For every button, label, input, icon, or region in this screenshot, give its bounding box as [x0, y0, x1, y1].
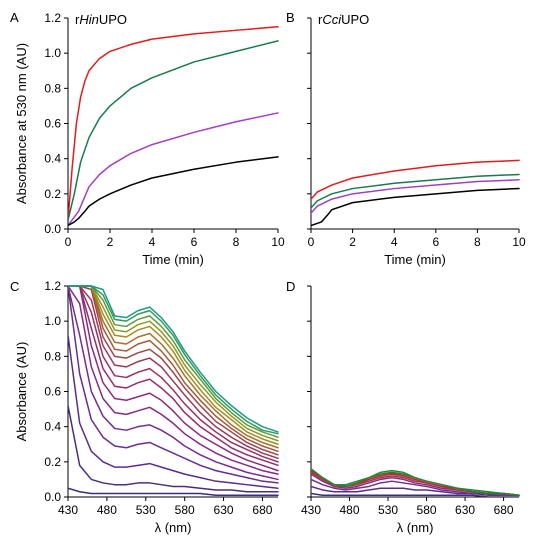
panel-letter: B	[286, 10, 295, 25]
series-line-2	[68, 404, 279, 493]
series-line-15	[68, 285, 279, 442]
series-line-7	[68, 285, 279, 472]
y-tick-label: 0.4	[44, 420, 61, 434]
series-line-4	[68, 285, 279, 484]
y-tick-label: 0.6	[44, 117, 61, 131]
x-tick-label: 480	[97, 503, 117, 517]
x-tick-label: 530	[136, 503, 156, 517]
panel-letter: D	[286, 279, 295, 294]
x-tick-label: 430	[301, 503, 321, 517]
x-tick-label: 4	[391, 235, 398, 249]
x-tick-label: 6	[432, 235, 439, 249]
series-line-5	[68, 285, 279, 481]
series-line-3	[311, 179, 520, 214]
y-tick-label: 0.0	[44, 490, 61, 504]
series-line-9	[311, 468, 520, 496]
series-group	[68, 285, 279, 496]
series-line-11	[68, 285, 279, 456]
series-line-8	[68, 285, 279, 467]
y-tick-label: 0.0	[44, 222, 61, 236]
series-line-14	[68, 285, 279, 445]
series-line-1	[68, 487, 279, 496]
series-line-3	[68, 334, 279, 489]
series-line-8	[311, 468, 520, 496]
x-axis-label: Time (min)	[384, 252, 446, 267]
panel-letter: A	[10, 10, 19, 25]
x-tick-label: 10	[271, 235, 285, 249]
y-tick-label: 0.8	[44, 349, 61, 363]
series-line-2	[311, 173, 520, 209]
series-line-1	[311, 159, 520, 200]
y-tick-label: 0.4	[44, 152, 61, 166]
series-line-18	[68, 285, 279, 433]
y-tick-label: 0.8	[44, 81, 61, 95]
x-axis-label: λ (nm)	[397, 520, 434, 535]
x-tick-label: 430	[58, 503, 78, 517]
panel-d: 430 480 530 580 630 680 λ (nm) D	[286, 279, 520, 535]
panel-b: 0 2 4 6 8 10 Time (min) B rCciUPO	[286, 10, 526, 267]
panel-letter: C	[10, 279, 19, 294]
panel-title: rCciUPO	[318, 12, 369, 27]
y-tick-label: 0.2	[44, 187, 61, 201]
series-group	[311, 159, 520, 227]
x-tick-label: 4	[149, 235, 156, 249]
x-tick-label: 6	[191, 235, 198, 249]
x-tick-label: 580	[417, 503, 437, 517]
series-line-13	[68, 285, 279, 449]
series-line-3	[68, 112, 279, 227]
y-tick-label: 1.0	[44, 46, 61, 60]
x-tick-label: 0	[308, 235, 315, 249]
series-line-12	[68, 285, 279, 453]
series-line-6	[68, 285, 279, 475]
series-line-16	[68, 285, 279, 438]
panel-c: 430 480 530 580 630 680 0.0 0.2 0.4 0.6 0.8 1.0 1.2 λ…	[10, 279, 279, 535]
panel-a: 0 2 4 6 8 10 0.0 0.2 0.4 0.6 0.8 1.0 1.2 Time (min) Ab…	[10, 10, 285, 267]
x-axis-label: λ (nm)	[155, 520, 192, 535]
series-line-1	[311, 492, 520, 497]
series-line-9	[68, 285, 279, 463]
series-line-10	[68, 285, 279, 460]
y-tick-label: 1.0	[44, 314, 61, 328]
x-tick-label: 680	[494, 503, 514, 517]
x-tick-label: 0	[65, 235, 72, 249]
x-tick-label: 630	[214, 503, 234, 517]
x-tick-label: 680	[252, 503, 272, 517]
series-group	[68, 26, 279, 227]
y-tick-label: 0.2	[44, 455, 61, 469]
series-line-2	[68, 40, 279, 221]
x-tick-label: 2	[107, 235, 114, 249]
x-tick-label: 8	[474, 235, 481, 249]
y-axis-label: Absorbance at 530 nm (AU)	[14, 43, 29, 204]
y-axis-label: Absorbance (AU)	[14, 342, 29, 442]
series-line-1	[68, 26, 279, 221]
y-tick-label: 1.2	[44, 11, 61, 25]
x-tick-label: 8	[233, 235, 240, 249]
x-tick-label: 10	[512, 235, 526, 249]
x-tick-label: 630	[455, 503, 475, 517]
series-line-3	[311, 478, 520, 496]
y-tick-label: 0.6	[44, 385, 61, 399]
x-tick-label: 530	[378, 503, 398, 517]
x-tick-label: 580	[175, 503, 195, 517]
panel-title: rHinUPO	[75, 12, 127, 27]
series-line-4	[311, 187, 520, 227]
x-axis-label: Time (min)	[142, 252, 204, 267]
series-line-4	[68, 156, 279, 227]
y-tick-label: 1.2	[44, 279, 61, 293]
series-line-17	[68, 285, 279, 435]
x-tick-label: 480	[340, 503, 360, 517]
x-tick-label: 2	[349, 235, 356, 249]
series-group	[311, 468, 520, 497]
